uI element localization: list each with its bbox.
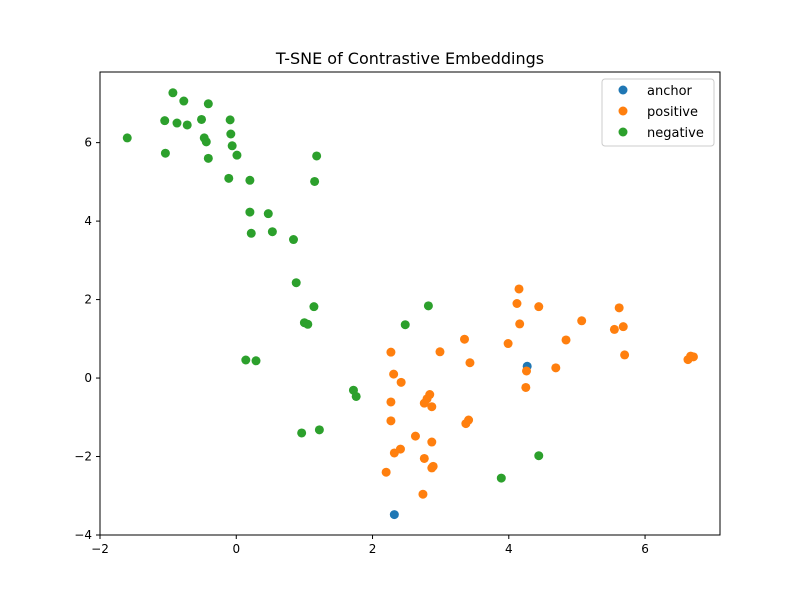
positive-point [614, 303, 624, 313]
positive-point [512, 299, 522, 308]
positive-point [515, 319, 525, 329]
negative-point [314, 425, 324, 435]
positive-point [618, 322, 628, 332]
negative-point [312, 151, 322, 161]
negative-point [251, 356, 261, 366]
negative-point [263, 209, 273, 219]
x-tick-label: 4 [505, 542, 513, 556]
negative-point [224, 173, 234, 183]
negative-point [232, 150, 242, 160]
negative-point [197, 114, 207, 124]
legend-label-anchor: anchor [647, 84, 693, 99]
positive-point [427, 402, 437, 412]
negative-point [122, 133, 132, 143]
negative-point [203, 153, 213, 163]
negative-point [246, 228, 256, 238]
negative-point [168, 88, 178, 98]
y-tick-label: −4 [74, 528, 92, 542]
positive-point [503, 339, 513, 349]
legend-marker-negative [618, 127, 628, 137]
positive-point [577, 316, 587, 326]
negative-point [400, 320, 410, 330]
negative-point [291, 278, 301, 288]
positive-point [609, 324, 619, 334]
negative-point [303, 319, 313, 329]
negative-point [309, 302, 319, 312]
negative-point [241, 355, 251, 365]
positive-point [620, 350, 630, 360]
legend-frame [601, 78, 715, 147]
negative-point [267, 227, 277, 237]
anchor-point [389, 510, 399, 520]
negative-point [172, 118, 182, 128]
negative-point [225, 115, 235, 125]
x-tick-label: 2 [369, 542, 377, 556]
x-tick-label: −2 [91, 542, 109, 556]
positive-point [427, 437, 437, 447]
negative-point [245, 175, 255, 185]
negative-point [310, 176, 320, 186]
legend-label-positive: positive [647, 105, 698, 120]
positive-point [460, 334, 470, 344]
legend-label-negative: negative [647, 126, 704, 141]
negative-point [179, 96, 189, 106]
positive-point [534, 302, 544, 312]
positive-point [427, 463, 437, 473]
negative-point [182, 120, 192, 130]
negative-point [160, 116, 170, 126]
y-tick-label: −2 [74, 450, 92, 464]
positive-point [522, 366, 532, 376]
positive-point [419, 398, 429, 408]
plot-area-frame [99, 71, 721, 536]
negative-point [160, 148, 170, 158]
negative-point [423, 301, 433, 311]
positive-point [688, 352, 698, 362]
negative-point [227, 141, 237, 151]
positive-point [381, 467, 391, 477]
positive-point [521, 382, 531, 392]
negative-point [534, 451, 544, 461]
positive-point [465, 358, 475, 368]
x-tick-label: 6 [641, 542, 649, 556]
positive-point [386, 397, 396, 407]
negative-point [226, 129, 236, 139]
positive-point [551, 363, 561, 373]
positive-point [389, 369, 399, 379]
plot-points [122, 88, 698, 520]
negative-point [245, 207, 255, 217]
negative-point [201, 137, 211, 147]
chart-title: T-SNE of Contrastive Embeddings [275, 49, 544, 68]
y-tick-label: 4 [84, 214, 92, 228]
positive-point [419, 453, 429, 463]
y-tick-label: 0 [84, 371, 92, 385]
y-tick-label: 2 [84, 293, 92, 307]
negative-point [203, 99, 213, 109]
negative-point [496, 473, 506, 483]
positive-point [561, 335, 571, 345]
negative-point [288, 235, 298, 245]
positive-point [410, 431, 420, 441]
positive-point [386, 347, 396, 357]
positive-point [418, 489, 428, 499]
positive-point [514, 284, 524, 294]
positive-point [389, 448, 399, 458]
positive-point [396, 377, 406, 387]
negative-point [297, 428, 307, 438]
positive-point [461, 419, 471, 429]
x-tick-label: 0 [232, 542, 240, 556]
negative-point [351, 391, 361, 401]
legend-marker-anchor [618, 85, 628, 95]
y-tick-label: 6 [84, 136, 92, 150]
positive-point [435, 347, 445, 357]
legend-marker-positive [618, 106, 628, 116]
positive-point [386, 416, 396, 426]
legend: anchor positive negative [601, 78, 715, 147]
